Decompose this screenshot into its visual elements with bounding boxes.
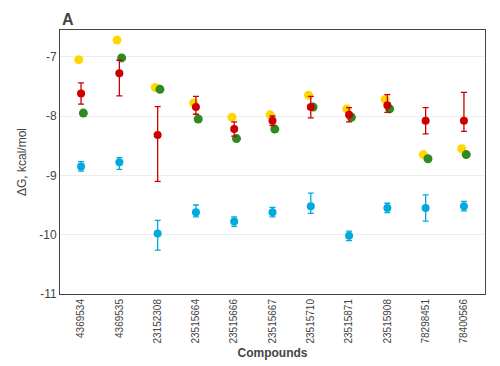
svg-text:78400566: 78400566: [458, 299, 469, 344]
svg-text:-8: -8: [46, 109, 57, 123]
svg-text:78298451: 78298451: [420, 299, 431, 344]
svg-text:ΔG, kcal/mol: ΔG, kcal/mol: [15, 128, 29, 196]
svg-text:-7: -7: [46, 50, 57, 64]
svg-text:23515871: 23515871: [343, 299, 354, 344]
svg-text:23152308: 23152308: [152, 299, 163, 344]
svg-text:23515710: 23515710: [305, 299, 316, 344]
svg-text:4369534: 4369534: [75, 299, 86, 338]
svg-text:-11: -11: [40, 287, 57, 301]
svg-text:23515667: 23515667: [267, 299, 278, 344]
svg-text:A: A: [62, 11, 74, 28]
svg-text:23515664: 23515664: [190, 299, 201, 344]
svg-text:-10: -10: [39, 228, 57, 242]
svg-text:Compounds: Compounds: [238, 346, 308, 360]
svg-text:-9: -9: [46, 169, 57, 183]
svg-text:23515666: 23515666: [228, 299, 239, 344]
svg-text:4369535: 4369535: [114, 299, 125, 338]
svg-text:23515908: 23515908: [382, 299, 393, 344]
